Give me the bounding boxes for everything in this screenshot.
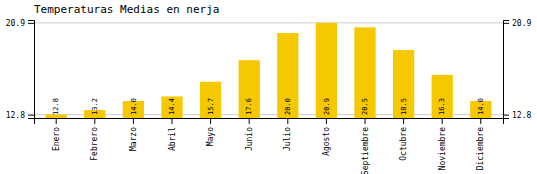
x-axis: Enero Febrero Marzo Abril Mayo Junio Julio Agos…: [35, 118, 504, 174]
data-label: 17.6: [245, 98, 253, 115]
bar: [277, 33, 298, 118]
tick-label: 12.8: [6, 111, 25, 120]
tick-mark: [210, 118, 211, 124]
bar: [393, 50, 414, 118]
tick-mark: [28, 115, 34, 116]
data-label: 12.8: [52, 98, 60, 115]
tick-mark: [365, 118, 366, 124]
title: Temperaturas Medias en nerja: [34, 3, 219, 16]
tick-label: Junio: [245, 127, 254, 151]
data-label: 16.3: [438, 98, 446, 115]
tick-mark: [28, 23, 34, 24]
tick: Junio: [245, 118, 254, 151]
tick-label: Julio: [283, 127, 292, 151]
tick: Enero: [52, 118, 61, 151]
bar: [354, 27, 375, 118]
tick: Mayo: [206, 118, 215, 146]
tick: 20.9: [503, 19, 531, 28]
data-label: 20.9: [323, 98, 331, 115]
bar: [239, 60, 260, 118]
tick-label: 20.9: [6, 19, 25, 28]
data-label: 20.0: [284, 98, 292, 115]
bars: [46, 23, 492, 118]
tick: Septiembre: [361, 118, 370, 174]
chart: 12.8 20.9 12.8 20.9 Enero Febrero Marzo Abril Ma…: [0, 0, 537, 174]
data-label: 20.5: [361, 98, 369, 115]
tick-mark: [249, 118, 250, 124]
axis-line: [35, 119, 504, 125]
bar: [432, 75, 453, 118]
tick: 20.9: [6, 19, 34, 28]
tick-mark: [287, 118, 288, 124]
tick-label: Agosto: [322, 127, 331, 156]
bar: [200, 82, 221, 118]
data-label: 14.4: [168, 98, 176, 115]
bar: [316, 23, 337, 118]
data-label: 15.7: [207, 98, 215, 115]
data-label: 14.0: [130, 98, 138, 115]
grid-line: [34, 22, 503, 23]
tick: Julio: [283, 118, 292, 151]
tick-label: Mayo: [206, 127, 215, 146]
tick-mark: [326, 118, 327, 124]
tick: 12.8: [503, 111, 531, 120]
tick-label: Diciembre: [476, 127, 485, 171]
tick: 12.8: [6, 111, 34, 120]
tick: Agosto: [322, 118, 331, 156]
tick-label: 12.8: [512, 111, 531, 120]
tick-label: Noviembre: [438, 127, 447, 171]
tick: Diciembre: [476, 118, 485, 170]
tick: Noviembre: [438, 118, 447, 170]
tick-label: Abril: [168, 127, 177, 151]
tick-mark: [442, 118, 443, 124]
y2-axis: 12.8 20.9: [503, 19, 531, 120]
tick-mark: [133, 118, 134, 124]
data-label: 13.2: [91, 98, 99, 115]
axis-line: [504, 21, 510, 119]
tick-label: Octubre: [399, 127, 408, 161]
y-axis: 12.8 20.9: [6, 19, 35, 120]
tick-mark: [403, 118, 404, 124]
data-label: 18.5: [400, 98, 408, 115]
bar: [161, 96, 182, 118]
plot: 12.8 20.9 12.8 20.9 Enero Febrero Marzo Abril Ma…: [6, 19, 532, 174]
tick: Abril: [168, 118, 177, 151]
tick-mark: [503, 23, 509, 24]
tick: Octubre: [399, 118, 408, 161]
tick: Febrero: [90, 118, 99, 161]
data-labels: 12.8 13.2 14.0 14.4 15.7 17.6 20.0 20.9 20.5 18.5…: [52, 98, 485, 115]
tick-label: Septiembre: [361, 127, 370, 174]
tick-label: 20.9: [512, 19, 531, 28]
tick-mark: [171, 118, 172, 124]
tick-mark: [56, 118, 57, 124]
tick: Marzo: [129, 118, 138, 151]
axis-line: [28, 21, 35, 119]
tick-label: Febrero: [90, 127, 99, 161]
tick-mark: [94, 118, 95, 124]
tick-label: Enero: [52, 127, 61, 151]
tick-label: Marzo: [129, 127, 138, 151]
data-label: 14.0: [477, 98, 485, 115]
tick-mark: [480, 118, 481, 124]
tick-mark: [503, 115, 509, 116]
